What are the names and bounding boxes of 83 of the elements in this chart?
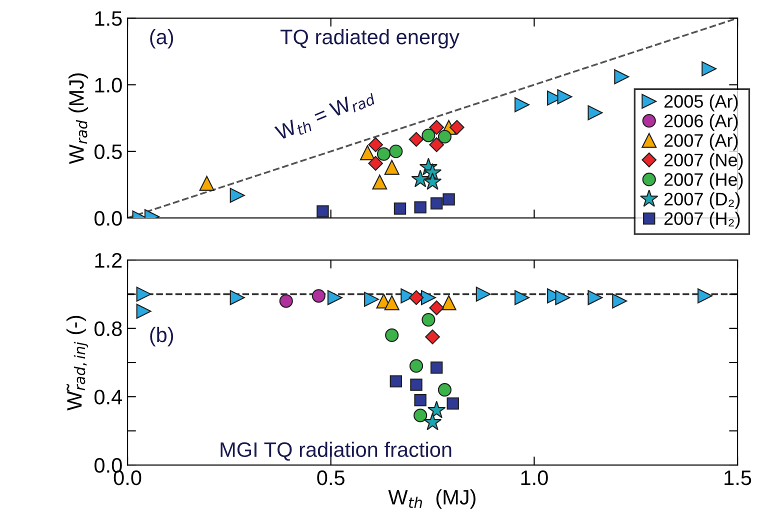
point [376, 147, 391, 161]
y-axis-title: W$_{rad}$ (MJ) [68, 73, 88, 164]
y-tick-label: 0.4 [94, 390, 122, 404]
point [438, 130, 452, 144]
y-tick-label: 1.0 [95, 78, 122, 93]
point [514, 97, 530, 112]
point [429, 137, 444, 152]
point [360, 145, 375, 160]
point [230, 188, 245, 203]
y-tick-label: 0.8 [94, 321, 122, 336]
point [136, 304, 152, 319]
point [446, 397, 459, 410]
point [410, 378, 422, 391]
y-tick-label: 1.2 [95, 253, 122, 268]
point [136, 286, 152, 302]
point [438, 383, 452, 397]
annotation: MGI TQ radiation fraction [220, 442, 452, 461]
point [368, 137, 384, 152]
point [557, 89, 572, 104]
point [430, 197, 443, 210]
annotation: W$_{th}$ = W$_{rad}$ [274, 86, 376, 144]
y-axis-title: W̃$_{rad,inj}$ (-) [66, 316, 88, 411]
point [414, 394, 426, 406]
point [441, 295, 456, 310]
point [385, 328, 399, 342]
point [312, 289, 326, 303]
point [384, 160, 400, 175]
point [702, 61, 717, 76]
point [411, 170, 430, 188]
point [279, 294, 293, 308]
point [384, 295, 400, 310]
legend-label: 2005 (Ar) [664, 94, 738, 112]
annotation: TQ radiated energy [280, 29, 460, 48]
point [422, 313, 436, 327]
point [420, 290, 436, 306]
point [476, 286, 491, 302]
point [390, 375, 402, 388]
annotation: (b) [150, 326, 174, 346]
point [199, 176, 214, 191]
legend-label: 2007 (Ar) [664, 134, 738, 150]
point [427, 400, 446, 418]
point [408, 290, 424, 306]
point [425, 329, 440, 344]
point [327, 290, 342, 306]
x-tick-label: 1.0 [521, 470, 548, 486]
y-tick-label: 0.5 [94, 144, 122, 160]
point [389, 144, 403, 158]
y-tick-label: 1.5 [95, 11, 122, 26]
point [230, 290, 245, 306]
point [316, 205, 329, 218]
point [429, 300, 444, 316]
point [429, 120, 444, 135]
point [514, 290, 530, 306]
point [430, 362, 443, 374]
x-axis-title: W$_{th}$ (MJ) [388, 489, 476, 509]
point [414, 408, 428, 422]
point [698, 288, 712, 304]
legend-label: 2007 (Ne) [664, 153, 743, 170]
x-tick-label: 1.5 [724, 470, 752, 486]
point [423, 412, 442, 430]
point [442, 193, 455, 206]
point [422, 128, 436, 142]
annotation: (a) [150, 29, 174, 48]
point [409, 359, 424, 373]
point [588, 290, 603, 306]
y-tick-label: 0.0 [94, 210, 122, 226]
legend-label: 2007 (H₂) [664, 212, 740, 229]
point [372, 174, 388, 190]
point [555, 290, 570, 306]
legend-label: 2006 (Ar) [664, 114, 738, 131]
point [364, 292, 380, 307]
point [612, 294, 628, 309]
legend-label: 2007 (He) [664, 172, 743, 190]
point [368, 156, 384, 171]
legend-label: 2007 (D₂) [664, 192, 740, 210]
point [414, 201, 426, 214]
point [450, 120, 464, 135]
point [394, 202, 406, 215]
point [408, 132, 424, 147]
point [588, 105, 603, 120]
point [614, 69, 630, 84]
point [423, 172, 442, 190]
x-tick-label: 0.5 [317, 470, 344, 486]
